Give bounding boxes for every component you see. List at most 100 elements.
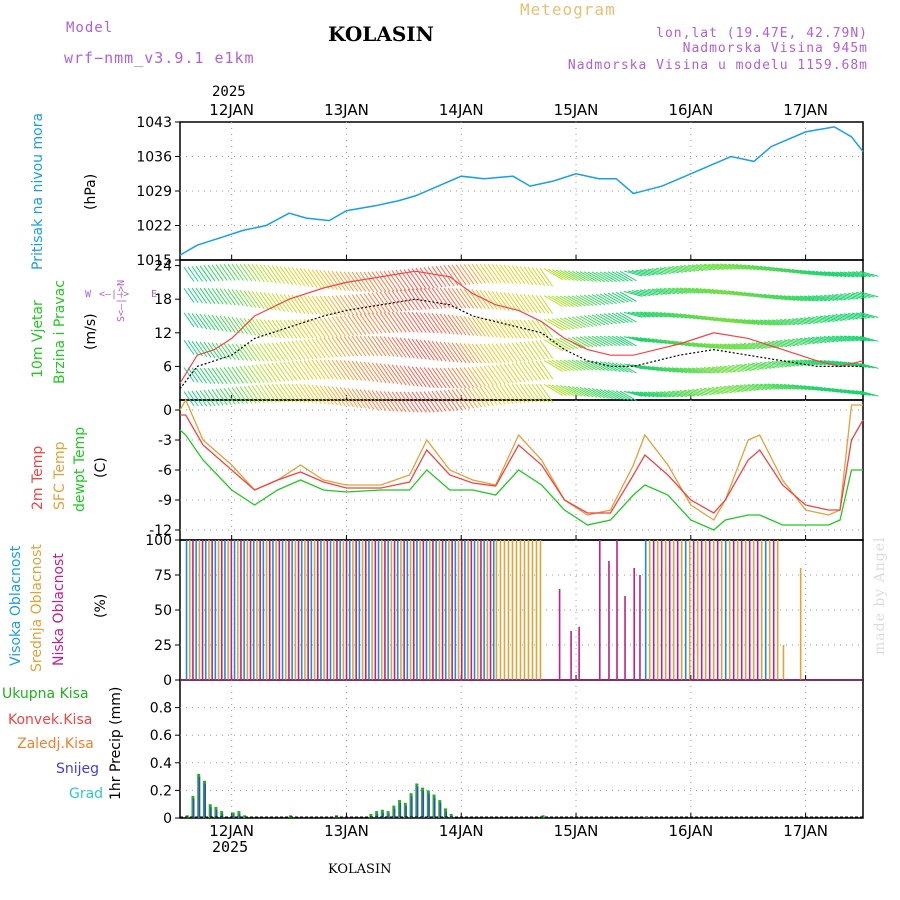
wind-barb xyxy=(215,315,228,332)
cloud-bar xyxy=(252,540,255,680)
wind-barb xyxy=(295,319,310,339)
wind-barb xyxy=(587,294,606,306)
wind-barb xyxy=(359,335,375,357)
wind-barb xyxy=(443,389,459,411)
wind-barb xyxy=(643,311,663,318)
wind-barb xyxy=(827,294,847,301)
pressure-line xyxy=(179,126,864,256)
wind-barb xyxy=(303,360,318,380)
cloud-bar xyxy=(476,540,479,680)
wind-barb xyxy=(679,265,700,272)
wind-barb xyxy=(695,388,716,395)
wind-barb xyxy=(747,363,768,370)
wind-barb xyxy=(631,269,651,276)
wind-barb xyxy=(427,367,443,389)
wind-barb xyxy=(355,335,371,357)
wind-barb xyxy=(823,387,843,394)
wind-barb xyxy=(199,265,212,282)
wind-barb xyxy=(427,391,443,412)
wind-barb xyxy=(723,317,744,325)
wind-barb xyxy=(699,367,720,374)
wind-barb xyxy=(239,366,253,384)
precip-bar xyxy=(541,815,545,818)
wind-barb xyxy=(387,290,403,312)
wind-barb xyxy=(271,265,286,284)
y-tick-label: 1015 xyxy=(136,253,172,269)
product-title: Meteogram xyxy=(520,0,616,19)
wind-barb xyxy=(647,338,667,344)
wind-barb xyxy=(671,390,692,397)
wind-barb xyxy=(183,367,195,383)
wind-barb xyxy=(575,336,594,348)
wind-barb xyxy=(803,295,823,302)
wind-barb xyxy=(547,318,567,331)
wind-barb xyxy=(755,293,776,300)
wind-barb xyxy=(375,291,391,313)
wind-barb xyxy=(551,318,571,330)
wind-barb xyxy=(647,268,667,275)
wind-barb xyxy=(415,288,431,310)
cloud-bar xyxy=(454,540,457,680)
wind-barb xyxy=(259,319,273,338)
x-tick-label-bottom: 16JAN xyxy=(668,822,713,840)
wind-barb xyxy=(519,383,534,403)
wind-barb xyxy=(795,338,815,345)
wind-barb xyxy=(375,362,391,384)
wind-barb xyxy=(255,264,269,283)
wind-barb xyxy=(687,264,708,271)
wind-barb xyxy=(835,388,855,395)
wind-barb xyxy=(715,343,736,350)
wind-barb xyxy=(251,264,265,283)
wind-barb xyxy=(479,289,494,310)
wind-barb xyxy=(467,316,483,337)
wind-barb xyxy=(483,318,498,338)
wind-barb xyxy=(843,335,863,342)
snow-bar xyxy=(399,803,402,818)
wind-barb xyxy=(283,294,298,314)
wind-barb xyxy=(839,313,859,320)
wind-barb xyxy=(655,267,675,274)
cloud-bar xyxy=(259,540,261,680)
wind-barb xyxy=(395,364,411,386)
wind-barb xyxy=(479,366,494,386)
wind-barb xyxy=(855,362,875,369)
wind-barb xyxy=(395,391,411,413)
wind-barb xyxy=(795,384,815,391)
cloud-bar xyxy=(720,540,723,680)
wind-barb xyxy=(571,336,590,348)
wind-barb xyxy=(535,383,550,403)
wind-barb xyxy=(735,343,756,350)
wind-barb xyxy=(203,314,216,331)
wind-barb xyxy=(523,294,538,314)
y-tick-label: 0.8 xyxy=(150,701,172,717)
wind-barb xyxy=(555,295,575,307)
wind-barb xyxy=(355,293,371,315)
wind-barb xyxy=(643,365,663,372)
cloud-bar xyxy=(489,540,492,680)
wind-barb xyxy=(735,291,756,298)
cloud-bar xyxy=(799,568,802,680)
wind-barb xyxy=(783,339,803,346)
wind-barb xyxy=(399,365,415,387)
wind-barb xyxy=(363,335,379,357)
wind-barb xyxy=(247,290,261,309)
wind-barb xyxy=(515,265,530,285)
wind-barb xyxy=(815,270,835,277)
cloud-bar xyxy=(192,540,194,680)
wind-barb xyxy=(747,292,768,299)
wind-barb xyxy=(751,362,772,369)
wind-barb xyxy=(523,341,538,361)
wind-barb xyxy=(219,343,232,360)
wind-barb xyxy=(823,360,843,366)
wind-barb xyxy=(563,317,583,329)
wind-barb xyxy=(459,388,475,409)
wind-barb xyxy=(187,367,199,383)
wind-barb xyxy=(267,363,281,382)
cloud-bar xyxy=(438,540,441,680)
wind-barb xyxy=(279,362,294,381)
wind-barb xyxy=(503,319,518,339)
wind-barb xyxy=(839,293,859,300)
wind-barb xyxy=(419,339,435,361)
wind-barb xyxy=(419,267,435,289)
wind-barb xyxy=(591,271,610,283)
